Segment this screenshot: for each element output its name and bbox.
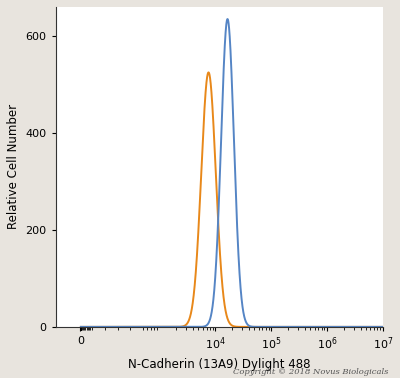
Text: Copyright © 2018 Novus Biologicals: Copyright © 2018 Novus Biologicals [233, 368, 388, 376]
Y-axis label: Relative Cell Number: Relative Cell Number [7, 104, 20, 229]
X-axis label: N-Cadherin (13A9) Dylight 488: N-Cadherin (13A9) Dylight 488 [128, 358, 310, 371]
